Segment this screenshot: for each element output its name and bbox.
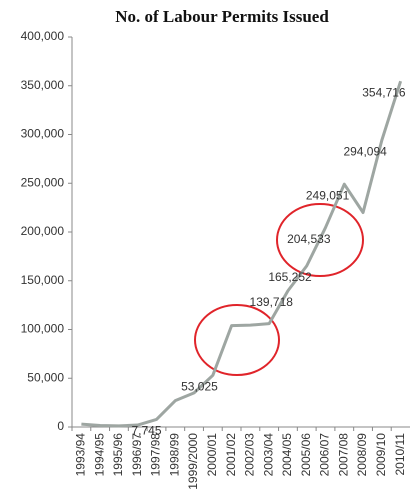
x-tick-label: 2001/02	[224, 433, 238, 477]
x-tick-label: 2000/01	[205, 433, 219, 477]
data-label: 53,025	[181, 379, 218, 393]
x-tick-label: 1993/94	[74, 433, 88, 477]
data-label: 204,533	[287, 232, 331, 246]
x-tick-label: 1997/98	[149, 433, 163, 477]
x-tick-label: 2003/04	[261, 433, 275, 477]
x-tick-label: 2007/08	[336, 433, 350, 477]
x-tick-label: 2006/07	[318, 433, 332, 477]
x-tick-label: 1995/96	[111, 433, 125, 477]
x-tick-label: 2005/06	[299, 433, 313, 477]
y-tick-label: 150,000	[21, 273, 65, 287]
highlight-circle	[194, 304, 280, 376]
x-tick-label: 2009/10	[374, 433, 388, 477]
highlight-circle	[276, 203, 364, 277]
x-tick-label: 1998/99	[167, 433, 181, 477]
x-tick-label: 2008/09	[355, 433, 369, 477]
x-tick-label: 1999/2000	[186, 433, 200, 490]
x-tick-label: 2010/11	[393, 433, 407, 476]
x-tick-label: 2002/03	[243, 433, 257, 477]
y-tick-label: 300,000	[21, 127, 65, 141]
y-tick-label: 0	[57, 419, 64, 433]
y-tick-label: 50,000	[27, 370, 64, 384]
y-tick-label: 250,000	[21, 175, 65, 189]
y-tick-label: 100,000	[21, 322, 65, 336]
x-tick-label: 1994/95	[92, 433, 106, 477]
data-label: 139,718	[250, 295, 294, 309]
x-tick-label: 2004/05	[280, 433, 294, 477]
line	[81, 80, 403, 428]
y-tick-label: 350,000	[21, 78, 65, 92]
y-tick-label: 200,000	[21, 224, 65, 238]
chart-title: No. of Labour Permits Issued	[115, 7, 329, 26]
y-tick-label: 400,000	[21, 29, 65, 43]
data-label: 249,051	[306, 188, 350, 202]
data-label: 354,716	[362, 85, 406, 99]
x-tick-label: 1996/97	[130, 433, 144, 477]
data-label: 294,094	[343, 144, 387, 158]
data-label: 7,745	[131, 424, 161, 438]
data-label: 165,252	[268, 270, 312, 284]
